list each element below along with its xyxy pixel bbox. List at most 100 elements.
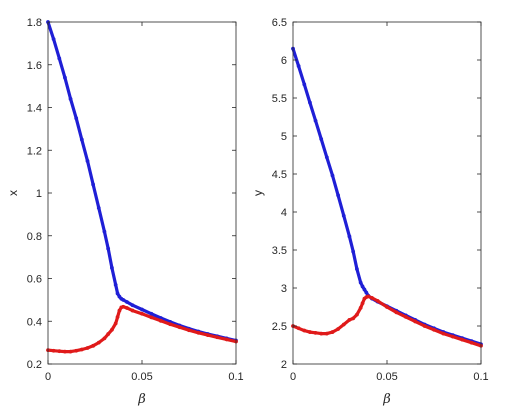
right-series-red-point <box>336 327 341 331</box>
right-ticks: 0 0.05 0.1 2 2.5 3 3.5 4 4.5 5 5.5 6 6.5 <box>272 17 489 383</box>
right-plot-marks <box>291 46 483 348</box>
right-y-tick-label: 5 <box>281 131 287 143</box>
right-series-red-point <box>460 337 465 342</box>
right-series-blue-point <box>313 118 318 123</box>
left-y-tick-label: 0.6 <box>27 274 42 286</box>
left-series-blue-point <box>57 56 62 61</box>
right-series-blue-point <box>308 100 312 105</box>
left-series-red-point <box>68 349 73 354</box>
left-series-red-point <box>115 315 120 319</box>
right-y-tick-label: 2.5 <box>272 321 287 333</box>
left-series-red-point <box>85 346 90 350</box>
left-series-red-point <box>57 349 62 354</box>
right-y-tick-label: 6 <box>281 55 287 67</box>
left-series-blue-point <box>106 246 111 251</box>
right-series-red-point <box>469 340 474 345</box>
right-series-blue-point <box>355 267 359 271</box>
left-series-blue-line <box>46 20 238 343</box>
right-series-red-point <box>351 316 356 321</box>
left-series-red-point <box>113 321 118 326</box>
left-series-blue-point <box>74 116 79 121</box>
right-series-blue-point <box>360 284 365 289</box>
right-series-red-point <box>330 330 335 334</box>
left-series-red-point <box>96 340 101 345</box>
right-series-red-point <box>394 310 399 315</box>
left-series-red-point <box>215 335 220 340</box>
left-series-red-point <box>140 311 144 316</box>
right-series-red-point <box>324 331 329 336</box>
right-series-red-point <box>360 301 365 306</box>
right-series-red-point <box>358 305 363 310</box>
left-series-red-point <box>63 349 67 354</box>
right-series-red-point <box>385 305 389 309</box>
left-y-tick-label: 1.2 <box>27 145 42 157</box>
right-y-tick-label: 4.5 <box>272 169 287 181</box>
left-series-blue-point <box>130 303 135 308</box>
right-series-blue-point <box>319 137 324 141</box>
left-series-red-point <box>168 322 173 327</box>
left-series-red-point <box>177 325 182 330</box>
left-series-blue-point <box>63 75 67 80</box>
left-series-blue-point <box>121 297 126 302</box>
right-y-tick-label: 2 <box>281 359 287 371</box>
right-y-tick-label: 5.5 <box>272 93 287 105</box>
left-x-tick-label: 0.1 <box>228 371 243 383</box>
left-series-red-point <box>74 348 79 353</box>
left-series-blue-point <box>68 97 73 101</box>
right-series-blue-point <box>364 290 369 295</box>
left-panel: 0 0.05 0.1 0.2 0.4 0.6 0.8 1 1.2 1.4 1.6 1.8 x β <box>6 17 244 407</box>
right-series-red-point <box>319 331 324 336</box>
left-series-blue-point <box>96 206 101 210</box>
left-series-red-point <box>117 308 122 313</box>
left-series-red-point <box>149 315 154 320</box>
right-series-red-point <box>432 327 436 332</box>
right-series-red-point <box>308 330 312 334</box>
right-series-red-point <box>375 299 380 303</box>
right-series-blue-point <box>324 155 329 160</box>
left-series-red-point <box>125 306 129 310</box>
left-series-red-point <box>187 328 191 333</box>
left-series-blue-point <box>51 37 56 41</box>
left-plot-marks <box>46 20 238 354</box>
left-y-tick-label: 1 <box>36 188 42 200</box>
left-series-blue-point <box>102 229 107 234</box>
right-axes-box <box>292 21 482 365</box>
left-y-tick-label: 0.4 <box>27 316 42 328</box>
right-x-tick-label: 0.05 <box>376 371 397 383</box>
right-series-red-point <box>441 331 446 336</box>
left-x-axis-label: β <box>137 392 146 407</box>
left-series-red-point <box>110 327 114 332</box>
left-series-red-point <box>79 347 84 352</box>
left-x-tick-label: 0 <box>45 371 51 383</box>
right-series-red-point <box>450 334 455 339</box>
right-series-blue-point <box>362 287 367 292</box>
left-series-red-point <box>91 343 96 348</box>
right-series-red-point <box>366 294 371 299</box>
right-series-red-point <box>370 295 374 300</box>
right-x-tick-label: 0.1 <box>473 371 488 383</box>
right-series-red-point <box>355 312 359 317</box>
right-series-blue-point <box>341 213 346 218</box>
left-series-red-point <box>196 330 201 335</box>
right-series-blue-point <box>358 280 363 285</box>
right-x-tick-label: 0 <box>290 371 296 383</box>
right-series-red-point <box>403 314 408 319</box>
left-series-blue-point <box>85 159 90 163</box>
left-series-red-point <box>158 318 163 323</box>
left-y-tick-label: 1.8 <box>27 17 42 29</box>
left-series-red-point <box>130 308 135 313</box>
left-series-blue-point <box>140 307 144 312</box>
left-series-blue-point <box>91 182 96 187</box>
left-series-blue-point <box>149 311 154 316</box>
right-series-blue-point <box>296 64 301 68</box>
right-y-axis-label: y <box>251 190 265 196</box>
right-y-tick-label: 3.5 <box>272 245 287 257</box>
left-y-tick-label: 0.2 <box>27 359 42 371</box>
left-series-red-point <box>224 337 229 342</box>
right-series-blue-point <box>302 82 307 87</box>
left-series-blue-point <box>79 137 84 142</box>
right-series-blue-point <box>351 249 356 254</box>
right-series-red-point <box>296 326 301 331</box>
left-series-red-point <box>121 304 126 309</box>
right-y-tick-label: 6.5 <box>272 17 287 29</box>
